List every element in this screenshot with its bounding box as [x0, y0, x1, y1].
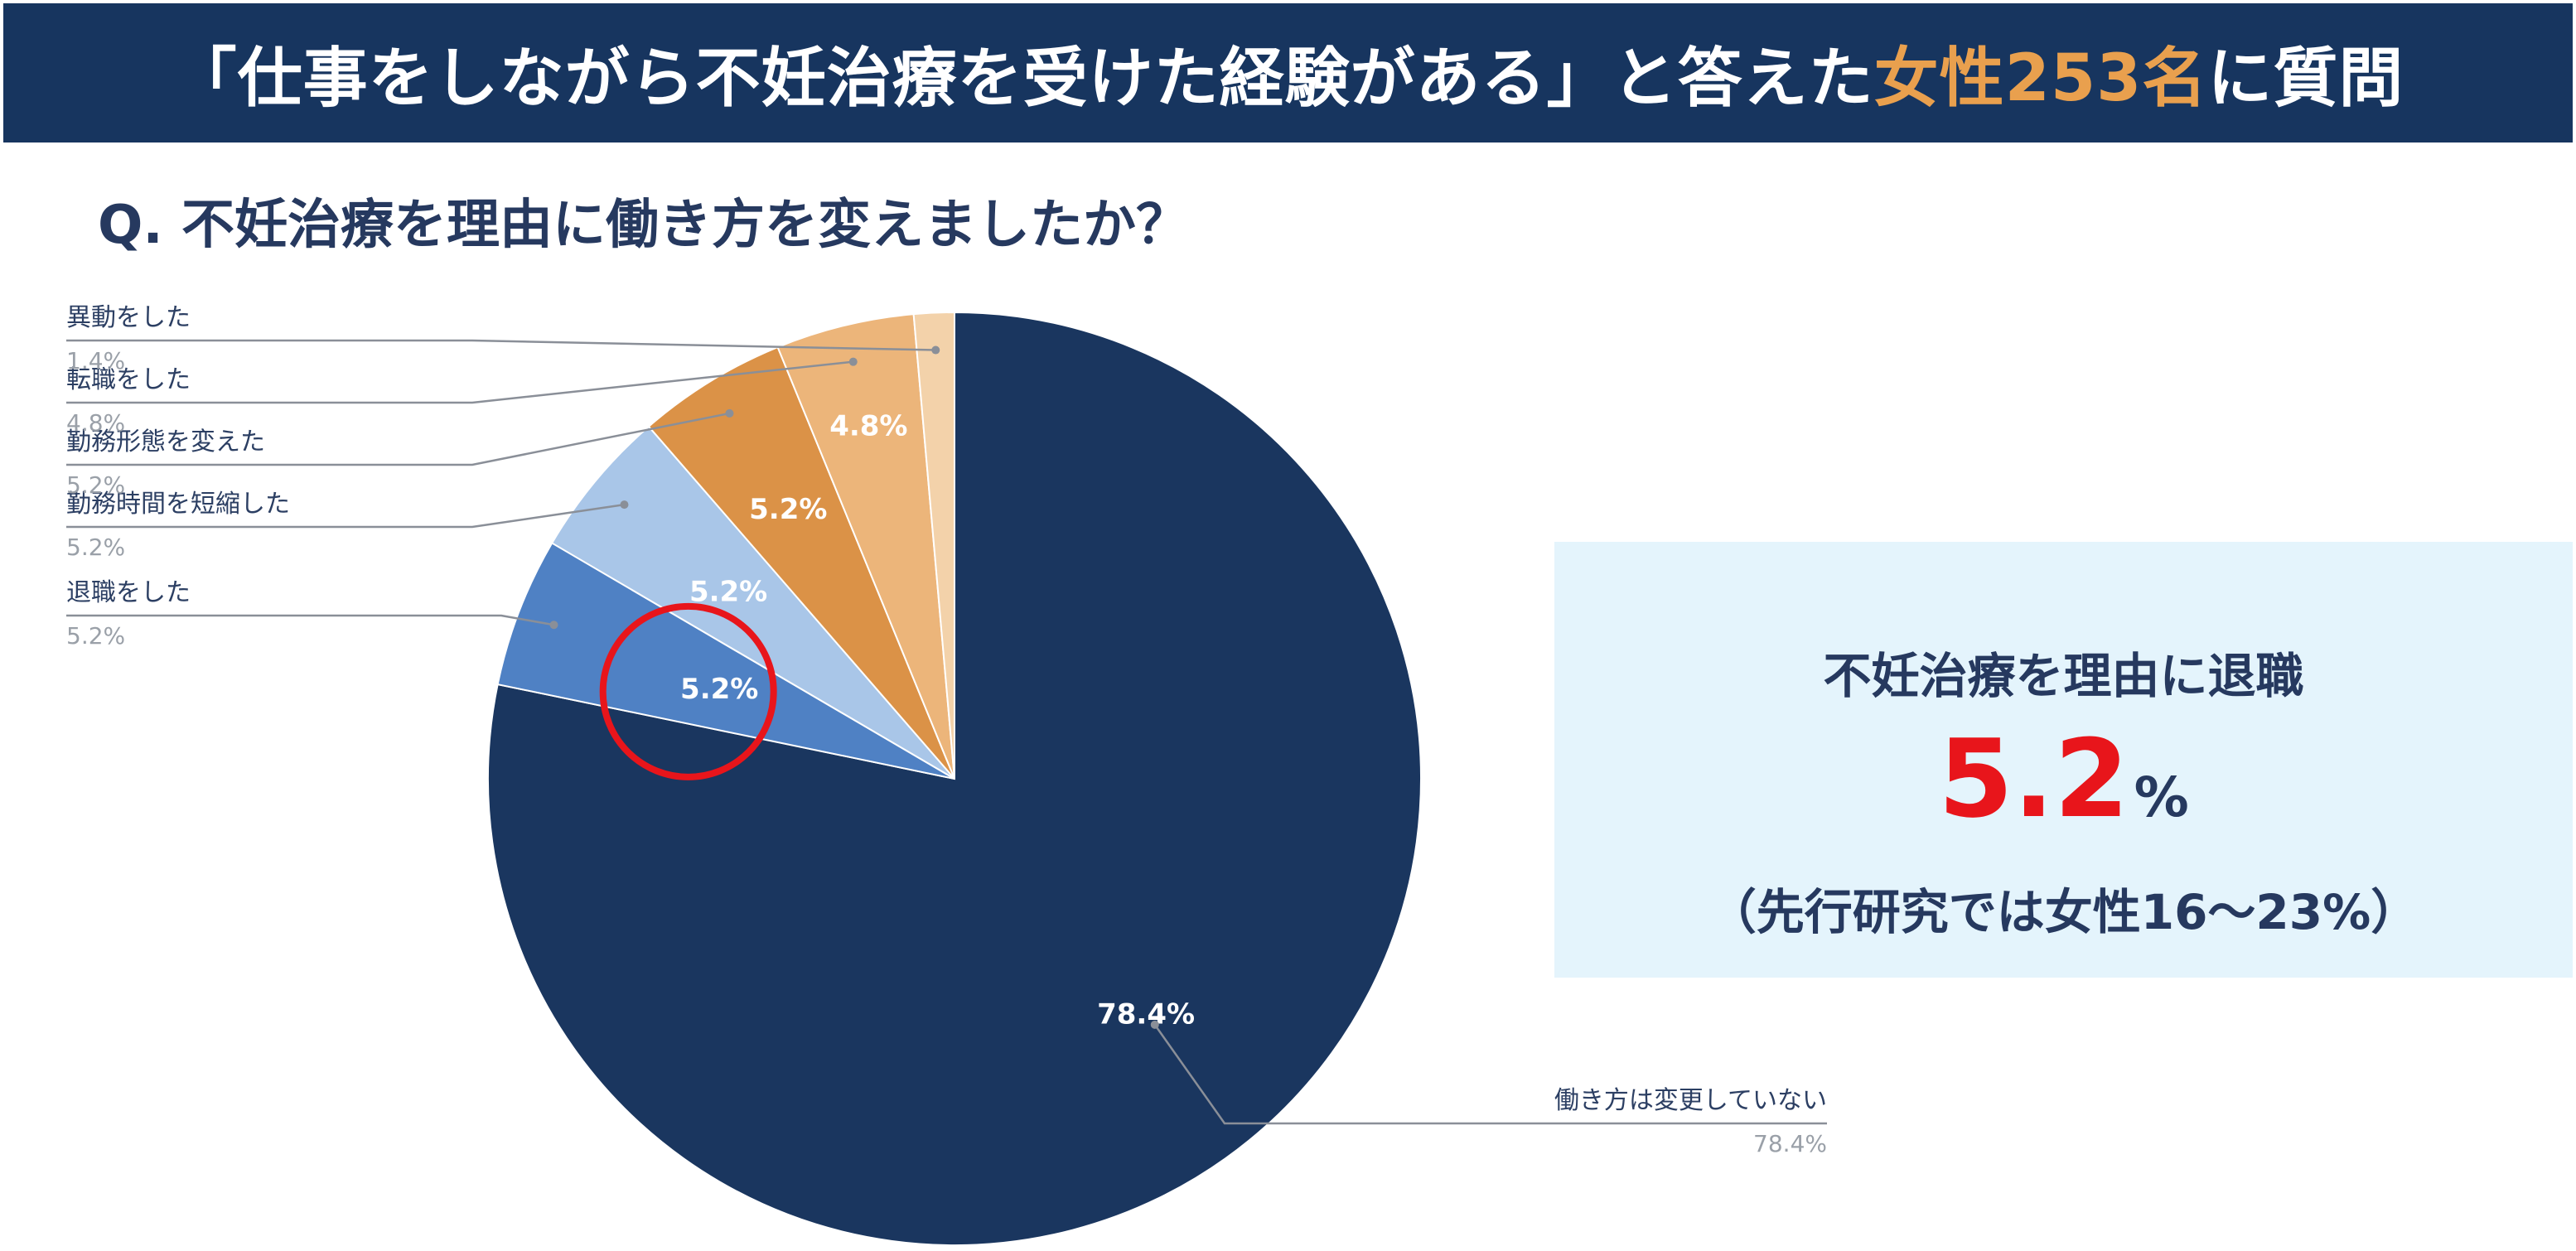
legend-value: 4.8% [66, 409, 125, 437]
callout-box: 不妊治療を理由に退職 5.2% （先行研究では女性16〜23%） [1554, 542, 2573, 978]
header-banner: 「仕事をしながら不妊治療を受けた経験がある」と答えた女性253名に質問 [3, 3, 2573, 142]
slice-data-label: 4.8% [829, 409, 907, 442]
leader-dot [1150, 1020, 1159, 1029]
legend-value: 1.4% [66, 347, 125, 374]
banner-title-highlight: 女性253名 [1873, 41, 2208, 116]
leader-dot [549, 621, 558, 630]
leader-line [66, 614, 554, 626]
question-text: Q. 不妊治療を理由に働き方を変えましたか？ [98, 195, 1189, 256]
slice-data-label: 78.4% [1097, 998, 1195, 1031]
slice-data-label: 5.2% [680, 673, 758, 706]
leader-dot [848, 357, 858, 366]
leader-line [66, 339, 936, 351]
pie-slice [647, 345, 955, 780]
legend-value: 78.4% [1753, 1130, 1827, 1157]
leader-line [66, 412, 730, 466]
callout-value: 5.2% [1554, 716, 2573, 842]
legend-label: 異動をした [66, 303, 191, 332]
legend-value: 5.2% [66, 471, 125, 499]
leader-line [1153, 1024, 1827, 1125]
legend-label: 勤務形態を変えた [66, 427, 265, 456]
legend-label: 働き方は変更していない [1554, 1086, 1827, 1115]
legend-label: 転職をした [66, 365, 191, 394]
callout-note: （先行研究では女性16〜23%） [1708, 884, 2419, 940]
callout-title: 不妊治療を理由に退職 [1823, 648, 2304, 704]
callout-big-value: 5.2 [1938, 716, 2129, 842]
legend-value: 5.2% [66, 534, 125, 561]
legend-label: 退職をした [66, 578, 191, 607]
banner-title-post: に質問 [2207, 41, 2404, 116]
leader-line [66, 503, 625, 529]
leader-dot [620, 500, 629, 510]
banner-title-pre: 「仕事をしながら不妊治療を受けた経験がある」と答えた [172, 41, 1874, 116]
leader-line [66, 360, 853, 404]
pie-slice [912, 311, 955, 780]
leader-dot [931, 345, 940, 355]
slice-data-label: 5.2% [689, 575, 767, 608]
legend-label: 勤務時間を短縮した [66, 490, 290, 519]
leader-dot [725, 408, 734, 418]
highlight-circle [599, 602, 777, 780]
legend-value: 5.2% [66, 622, 125, 650]
pie-slice [487, 311, 1422, 1246]
banner-title: 「仕事をしながら不妊治療を受けた経験がある」と答えた女性253名に質問 [172, 27, 2404, 119]
pie-slice [496, 542, 955, 780]
callout-unit: % [2134, 766, 2189, 829]
slice-data-label: 5.2% [749, 493, 827, 526]
